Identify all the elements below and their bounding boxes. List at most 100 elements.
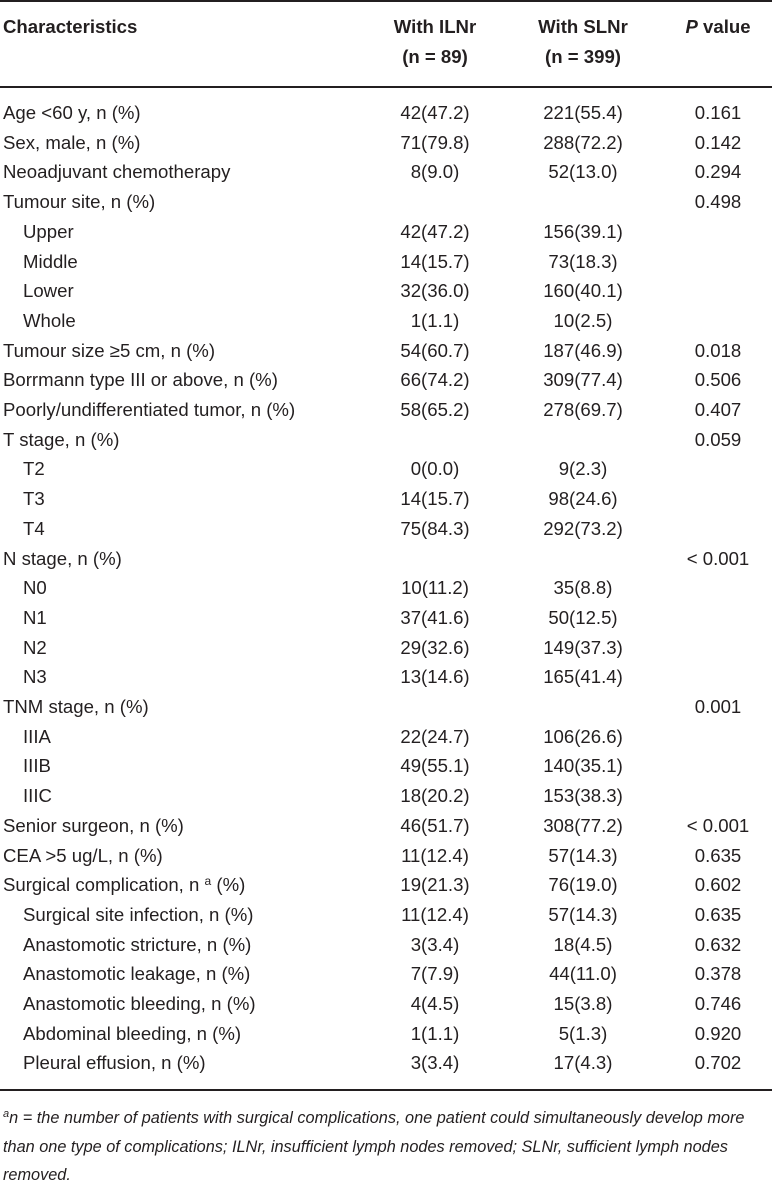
row-label: IIIC: [23, 781, 52, 811]
footnote-marker: a: [3, 1108, 10, 1120]
row-slnr-value: 9(2.3): [558, 458, 608, 480]
table-row: Surgical site infection, n (%) 11(12.4) 57…: [0, 900, 772, 930]
table-row: Neoadjuvant chemotherapy 8(9.0) 52(13.0) 0.…: [0, 157, 772, 187]
top-rule: [0, 0, 772, 2]
row-label-text: Neoadjuvant chemotherapy: [3, 161, 231, 183]
table-row: N2 29(32.6) 149(37.3): [0, 633, 772, 663]
footnote-text: n = the number of patients with surgical…: [3, 1109, 745, 1184]
row-p-value: 0.702: [694, 1052, 742, 1074]
row-p-value: 0.632: [694, 933, 742, 955]
table-row: Whole 1(1.1) 10(2.5): [0, 306, 772, 336]
row-p-value: 0.001: [694, 696, 742, 717]
row-label-superscript: a: [204, 874, 212, 889]
header-rule: [0, 86, 772, 88]
row-slnr-value: 18(4.5): [553, 933, 613, 955]
table-row: IIIB 49(55.1) 140(35.1): [0, 751, 772, 781]
row-p-value: 0.498: [694, 191, 742, 213]
row-slnr-value: 17(4.3): [553, 1052, 613, 1074]
table-row: CEA >5 ug/L, n (%) 11(12.4) 57(14.3) 0.635: [0, 841, 772, 871]
row-p-value: 0.635: [694, 903, 742, 925]
row-ilnr-value: 54(60.7): [400, 339, 470, 361]
row-slnr-value: 73(18.3): [548, 250, 618, 272]
row-slnr-value: 5(1.3): [558, 1022, 608, 1044]
row-label-text: Anastomotic stricture, n (%): [23, 933, 252, 955]
row-label-text: IIIB: [23, 755, 51, 777]
row-label: Sex, male, n (%): [3, 128, 140, 158]
row-label-text: CEA >5 ug/L, n (%): [3, 844, 163, 866]
row-ilnr-value: 14(15.7): [400, 488, 470, 510]
row-label: Senior surgeon, n (%): [3, 811, 184, 841]
row-label: Surgical complication, n a (%): [3, 870, 245, 900]
row-ilnr-value: 32(36.0): [400, 280, 470, 302]
row-label: T3: [23, 484, 45, 514]
row-slnr-value: 50(12.5): [548, 606, 618, 628]
row-slnr-value: 292(73.2): [543, 517, 623, 539]
row-label: N stage, n (%): [3, 544, 122, 574]
row-label: Surgical site infection, n (%): [23, 900, 253, 930]
row-slnr-value: 160(40.1): [543, 280, 623, 302]
row-label-suffix: (%): [211, 874, 246, 896]
row-label-text: T3: [23, 488, 45, 510]
table-row: Senior surgeon, n (%) 46(51.7) 308(77.2) < …: [0, 811, 772, 841]
row-slnr-value: 165(41.4): [543, 666, 623, 688]
row-ilnr-value: 1(1.1): [410, 1022, 460, 1044]
row-ilnr-value: 3(3.4): [410, 933, 460, 955]
row-label-text: Whole: [23, 309, 76, 331]
row-ilnr-value: 49(55.1): [400, 755, 470, 777]
row-label: N2: [23, 633, 47, 663]
row-p-value: 0.602: [694, 874, 742, 896]
row-label-text: Lower: [23, 280, 74, 302]
row-p-value: < 0.001: [686, 814, 750, 836]
row-label: T2: [23, 454, 45, 484]
header-ilnr: With ILNr (n = 89): [380, 12, 490, 72]
row-label-text: Anastomotic leakage, n (%): [23, 963, 251, 985]
row-slnr-value: 44(11.0): [549, 963, 617, 985]
row-ilnr-value: 42(47.2): [400, 102, 470, 123]
row-p-value: 0.142: [694, 131, 742, 153]
header-slnr-title: With SLNr: [538, 16, 628, 37]
row-label-text: T4: [23, 517, 45, 539]
row-ilnr-value: 19(21.3): [400, 874, 470, 896]
row-label: Borrmann type III or above, n (%): [3, 365, 278, 395]
row-label-text: T stage, n (%): [3, 428, 120, 450]
row-slnr-value: 57(14.3): [548, 903, 618, 925]
row-label-text: N0: [23, 577, 47, 599]
row-slnr-value: 98(24.6): [548, 488, 618, 510]
row-label: Tumour site, n (%): [3, 187, 155, 217]
header-slnr: With SLNr (n = 399): [528, 12, 638, 72]
table-row: Poorly/undifferentiated tumor, n (%) 58(6…: [0, 395, 772, 425]
row-label: Middle: [23, 247, 78, 277]
header-p-rest: value: [697, 16, 751, 37]
table-row: Abdominal bleeding, n (%) 1(1.1) 5(1.3) 0.9…: [0, 1019, 772, 1049]
table-row: T2 0(0.0) 9(2.3): [0, 454, 772, 484]
row-label: IIIB: [23, 751, 51, 781]
row-label-text: Middle: [23, 250, 78, 272]
table-row: IIIA 22(24.7) 106(26.6): [0, 722, 772, 752]
row-label: Neoadjuvant chemotherapy: [3, 157, 230, 187]
row-slnr-value: 57(14.3): [548, 844, 618, 866]
row-ilnr-value: 22(24.7): [400, 725, 470, 747]
header-ilnr-title: With ILNr: [393, 16, 477, 37]
table-row: Borrmann type III or above, n (%) 66(74.2…: [0, 365, 772, 395]
table-footnote: an = the number of patients with surgica…: [3, 1104, 771, 1190]
row-ilnr-value: 46(51.7): [400, 814, 470, 836]
table-row: Anastomotic bleeding, n (%) 4(4.5) 15(3.8)…: [0, 989, 772, 1019]
table-row: T stage, n (%) 0.059: [0, 425, 772, 455]
table-row: Tumour site, n (%) 0.498: [0, 187, 772, 217]
header-p-italic: P: [685, 16, 698, 37]
row-ilnr-value: 3(3.4): [410, 1052, 460, 1074]
row-label-text: Senior surgeon, n (%): [3, 814, 184, 836]
row-label-text: IIIC: [23, 785, 52, 807]
row-label: N3: [23, 662, 47, 692]
table-row: N3 13(14.6) 165(41.4): [0, 662, 772, 692]
row-slnr-value: 153(38.3): [543, 785, 623, 807]
row-ilnr-value: 11(12.4): [401, 844, 469, 866]
row-ilnr-value: 66(74.2): [400, 369, 470, 391]
row-label: N1: [23, 603, 47, 633]
row-label-text: Pleural effusion, n (%): [23, 1052, 206, 1074]
row-ilnr-value: 7(7.9): [410, 963, 460, 985]
row-label: Tumour size ≥5 cm, n (%): [3, 336, 215, 366]
row-p-value: 0.161: [694, 102, 742, 123]
row-label: Lower: [23, 276, 74, 306]
row-ilnr-value: 11(12.4): [401, 903, 469, 925]
